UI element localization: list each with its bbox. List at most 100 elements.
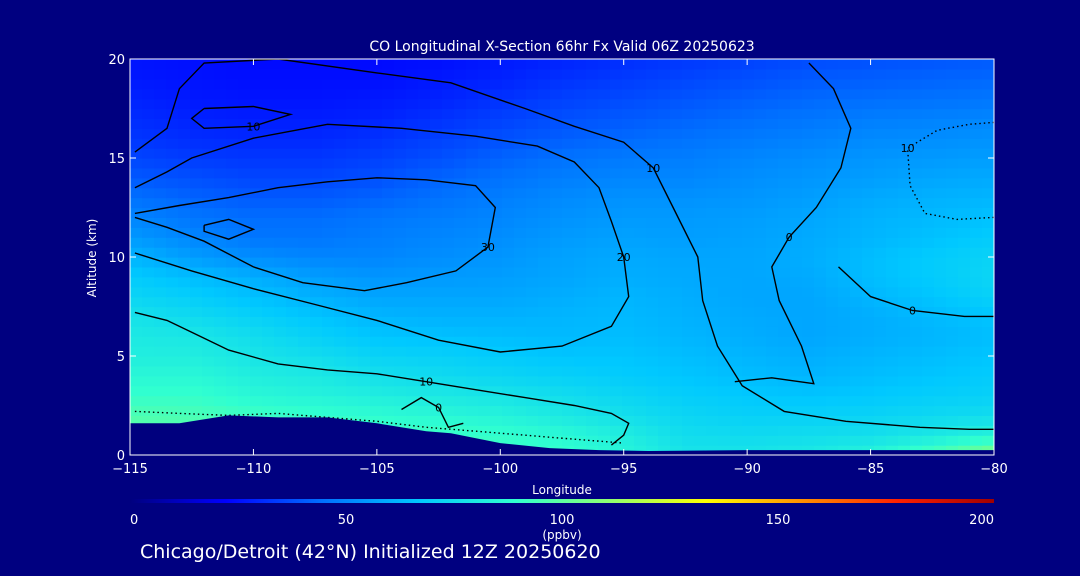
field-cell	[142, 177, 155, 189]
field-cell	[418, 148, 431, 159]
field-cell	[178, 237, 191, 248]
field-cell	[214, 247, 227, 258]
field-cell	[934, 385, 947, 397]
field-cell	[550, 316, 563, 327]
field-cell	[838, 177, 851, 189]
field-cell	[766, 375, 779, 387]
field-cell	[418, 326, 431, 337]
field-cell	[226, 108, 239, 119]
field-cell	[646, 118, 659, 129]
field-cell	[226, 286, 239, 298]
field-cell	[610, 316, 623, 327]
field-cell	[562, 207, 575, 218]
field-cell	[982, 78, 994, 90]
field-cell	[934, 118, 947, 129]
field-cell	[658, 118, 671, 129]
field-cell	[490, 177, 503, 189]
field-cell	[682, 266, 695, 278]
field-cell	[754, 375, 767, 387]
field-cell	[718, 286, 731, 298]
field-cell	[202, 365, 215, 377]
field-cell	[418, 237, 431, 248]
field-cell	[802, 365, 815, 377]
field-cell	[658, 365, 671, 377]
field-cell	[946, 425, 959, 436]
field-cell	[958, 346, 971, 357]
field-cell	[442, 158, 455, 169]
field-cell	[658, 276, 671, 288]
field-cell	[802, 177, 815, 189]
field-cell	[802, 207, 815, 218]
field-cell	[370, 68, 383, 80]
field-cell	[418, 415, 431, 426]
field-cell	[778, 138, 791, 149]
field-cell	[286, 405, 299, 416]
field-cell	[250, 375, 263, 387]
field-cell	[178, 306, 191, 317]
field-cell	[298, 316, 311, 327]
field-cell	[838, 346, 851, 357]
field-cell	[886, 217, 899, 228]
field-cell	[238, 177, 251, 189]
field-cell	[454, 78, 467, 90]
field-cell	[718, 177, 731, 189]
field-cell	[274, 247, 287, 258]
field-cell	[778, 316, 791, 327]
field-cell	[970, 247, 983, 258]
field-cell	[970, 435, 983, 446]
field-cell	[454, 296, 467, 308]
field-cell	[658, 286, 671, 298]
field-cell	[742, 247, 755, 258]
field-cell	[250, 257, 263, 268]
field-cell	[514, 148, 527, 159]
field-cell	[862, 435, 875, 446]
field-cell	[502, 405, 515, 416]
field-cell	[934, 148, 947, 159]
field-cell	[574, 286, 587, 298]
field-cell	[682, 227, 695, 238]
field-cell	[430, 187, 443, 199]
field-cell	[190, 326, 203, 337]
field-cell	[958, 128, 971, 139]
field-cell	[406, 167, 419, 179]
field-cell	[706, 336, 719, 347]
field-cell	[766, 98, 779, 110]
field-cell	[298, 306, 311, 317]
field-cell	[130, 177, 143, 189]
field-cell	[706, 187, 719, 199]
field-cell	[286, 326, 299, 337]
field-cell	[190, 217, 203, 228]
field-cell	[742, 375, 755, 387]
field-cell	[694, 247, 707, 258]
field-cell	[586, 425, 599, 436]
field-cell	[502, 385, 515, 397]
field-cell	[706, 68, 719, 80]
field-cell	[694, 346, 707, 357]
field-cell	[502, 296, 515, 308]
field-cell	[274, 356, 287, 367]
field-cell	[502, 266, 515, 278]
field-cell	[982, 395, 994, 407]
field-cell	[682, 405, 695, 416]
field-cell	[826, 207, 839, 218]
field-cell	[334, 68, 347, 80]
field-cell	[874, 227, 887, 238]
field-cell	[310, 356, 323, 367]
field-cell	[838, 158, 851, 169]
field-cell	[886, 88, 899, 100]
field-cell	[238, 316, 251, 327]
field-cell	[358, 346, 371, 357]
field-cell	[418, 118, 431, 129]
field-cell	[334, 336, 347, 347]
field-cell	[646, 59, 659, 70]
field-cell	[142, 405, 155, 416]
field-cell	[970, 108, 983, 119]
field-cell	[574, 128, 587, 139]
field-cell	[190, 306, 203, 317]
colorbar-tick-label: 0	[130, 513, 138, 528]
field-cell	[490, 247, 503, 258]
field-cell	[226, 385, 239, 397]
field-cell	[286, 385, 299, 397]
field-cell	[682, 425, 695, 436]
field-cell	[646, 356, 659, 367]
